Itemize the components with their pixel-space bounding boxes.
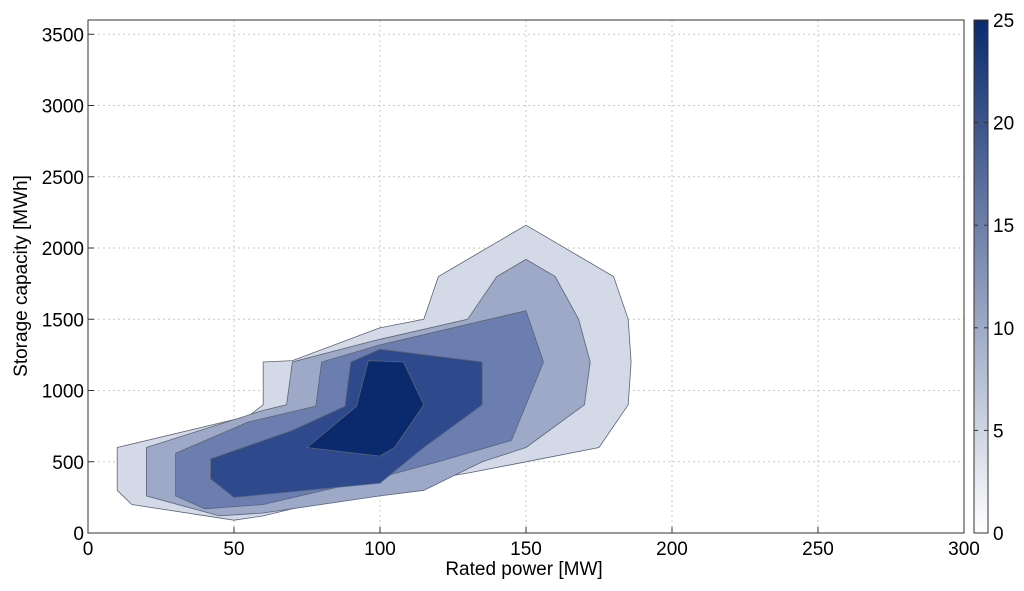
y-tick-label: 2500 xyxy=(42,168,84,189)
x-tick-label: 0 xyxy=(83,539,94,560)
colorbar-tick-label: 20 xyxy=(993,114,1014,135)
colorbar: 0 5 10 15 20 25 xyxy=(973,11,1014,545)
colorbar-tick-label: 15 xyxy=(993,216,1014,237)
x-tick-label: 300 xyxy=(948,539,980,560)
x-tick-label: 100 xyxy=(364,539,396,560)
plot-area: 0 50 100 150 200 250 3000500100015002000250030… xyxy=(42,19,980,560)
x-tick-label: 200 xyxy=(656,539,688,560)
x-tick-label: 250 xyxy=(802,539,834,560)
colorbar-bar xyxy=(973,19,989,534)
x-axis-label: Rated power [MW] xyxy=(445,559,602,580)
colorbar-tick-label: 0 xyxy=(993,524,1004,545)
x-tick-label: 150 xyxy=(510,539,542,560)
y-axis-label: Storage capacity [MWh] xyxy=(11,175,32,377)
colorbar-tick-label: 5 xyxy=(993,421,1004,442)
y-tick-label: 2000 xyxy=(42,239,84,260)
colorbar-tick-label: 25 xyxy=(993,11,1014,32)
y-tick-label: 0 xyxy=(73,524,84,545)
y-tick-label: 1000 xyxy=(42,382,84,403)
colorbar-tick-label: 10 xyxy=(993,319,1014,340)
y-tick-label: 1500 xyxy=(42,310,84,331)
y-tick-label: 3000 xyxy=(42,97,84,118)
contour-level-25 xyxy=(306,360,425,457)
y-tick-label: 3500 xyxy=(42,25,84,46)
x-tick-label: 50 xyxy=(223,539,244,560)
y-tick-label: 500 xyxy=(52,453,84,474)
